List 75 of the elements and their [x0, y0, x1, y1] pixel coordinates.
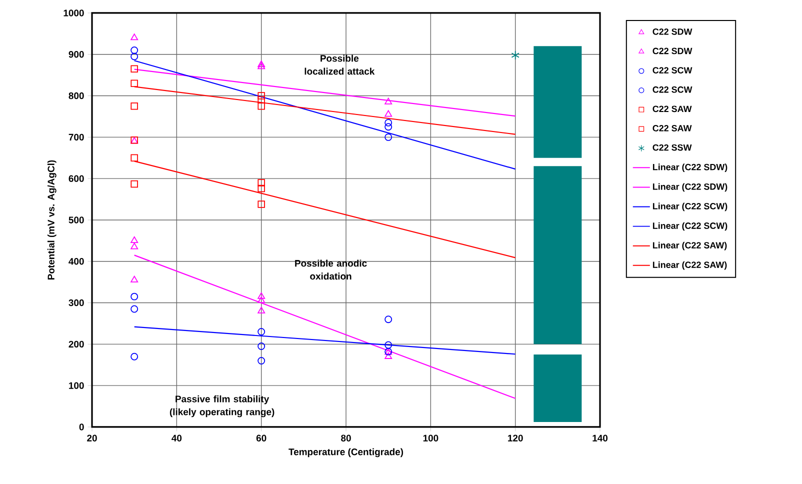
y-tick-label: 400 — [68, 258, 84, 265]
legend-label: C22 SCW — [652, 67, 692, 74]
legend-label: Linear (C22 SAW) — [652, 242, 727, 250]
y-tick-label: 900 — [68, 51, 84, 58]
legend-label: C22 SDW — [652, 28, 692, 35]
legend-label: C22 SSW — [652, 144, 692, 151]
x-axis-title: Temperature (Centigrade) — [288, 448, 404, 458]
y-tick-label: 0 — [79, 424, 84, 430]
point — [258, 200, 265, 208]
annotation: Possible anodic oxidation — [295, 260, 367, 280]
point — [130, 236, 138, 244]
y-tick-label: 1000 — [64, 10, 84, 16]
point — [130, 80, 138, 88]
point — [130, 180, 138, 188]
bar — [534, 166, 582, 344]
y-tick-label: 300 — [68, 299, 84, 306]
point — [258, 296, 266, 304]
annotation: Possible localized attack — [304, 54, 375, 75]
legend-label: C22 SAW — [652, 106, 692, 112]
x-tick-label: 40 — [172, 434, 182, 442]
legend-label: Linear (C22 SDW) — [652, 164, 728, 172]
point — [130, 242, 138, 250]
x-tick-label: 80 — [341, 434, 351, 442]
point — [130, 52, 138, 60]
point — [511, 50, 520, 60]
y-tick-label: 800 — [68, 92, 84, 100]
legend-label: Linear (C22 SAW) — [652, 261, 727, 270]
y-tick-label: 500 — [68, 216, 84, 224]
legend-label: Linear (C22 SDW) — [652, 183, 728, 192]
point — [258, 96, 265, 104]
point — [258, 342, 266, 350]
point — [130, 65, 138, 73]
legend-label: C22 SAW — [652, 125, 692, 132]
point — [130, 352, 138, 360]
y-tick-label: 700 — [68, 134, 84, 141]
point — [130, 154, 138, 162]
point — [384, 316, 392, 324]
y-tick-label: 200 — [68, 340, 84, 348]
legend-label: Linear (C22 SCW) — [652, 222, 728, 231]
legend-label: C22 SDW — [652, 48, 692, 54]
x-tick-label: 140 — [592, 434, 608, 442]
point — [130, 276, 138, 282]
legend-label: C22 SCW — [652, 86, 692, 93]
bar — [534, 354, 582, 422]
x-tick-label: 20 — [87, 434, 97, 442]
point — [258, 102, 265, 110]
point — [384, 352, 392, 359]
point — [384, 98, 392, 104]
point — [384, 123, 392, 131]
point — [384, 118, 392, 126]
point — [384, 341, 392, 349]
point — [258, 306, 266, 314]
point — [384, 110, 392, 117]
point — [130, 34, 138, 40]
point — [130, 292, 138, 300]
point — [258, 60, 266, 68]
x-tick-label: 120 — [508, 434, 523, 442]
point — [130, 46, 138, 54]
point — [258, 328, 266, 336]
y-axis-title: Potential (mV vs. Ag/AgCl) — [47, 160, 56, 280]
point — [130, 305, 138, 313]
point — [258, 357, 266, 364]
legend-label: Linear (C22 SCW) — [652, 202, 728, 212]
point — [384, 133, 392, 141]
x-tick-label: 60 — [256, 434, 266, 442]
point — [258, 179, 265, 186]
y-tick-label: 600 — [68, 175, 84, 182]
bar — [534, 46, 582, 158]
point — [258, 92, 265, 100]
point — [258, 292, 266, 299]
point — [130, 102, 138, 110]
x-tick-label: 100 — [423, 434, 438, 442]
point — [258, 184, 265, 192]
point — [258, 62, 266, 70]
y-tick-label: 100 — [69, 382, 84, 389]
